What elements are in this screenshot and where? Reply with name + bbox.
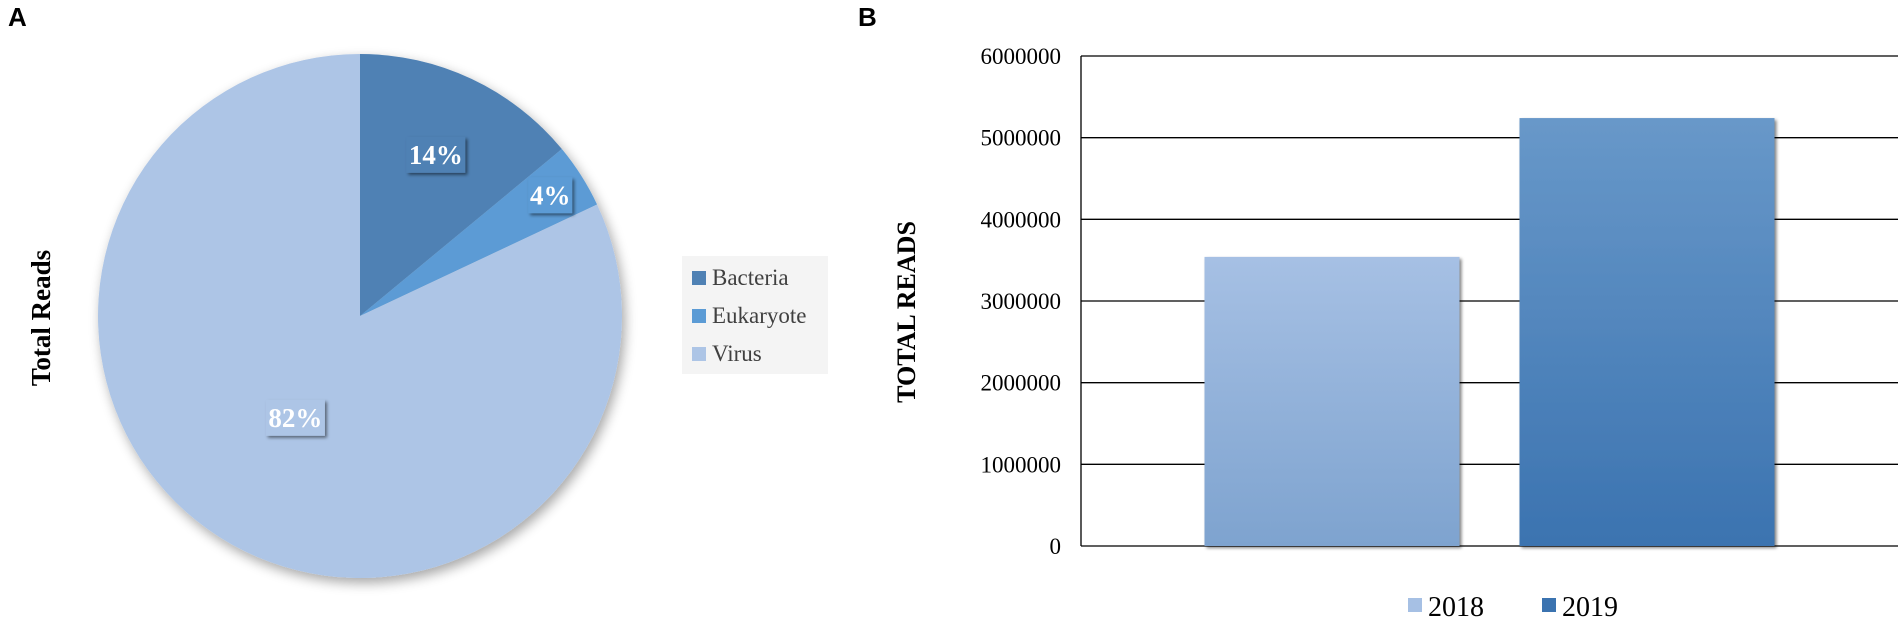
pie-legend-label-bacteria: Bacteria: [712, 265, 789, 290]
bar-legend-swatch-2018: [1408, 598, 1422, 612]
panel-label-b: B: [858, 2, 877, 32]
pie-legend-swatch-bacteria: [692, 271, 706, 285]
svg-text:14%: 14%: [409, 140, 463, 170]
pie-slice-bacteria: [360, 54, 562, 316]
bar-y-ticks: 0 1000000 2000000 3000000 4000000 5000000 6000…: [981, 44, 1062, 559]
pie-data-label-virus: 82%: [265, 399, 325, 436]
bar-y-tick-label: 0: [1050, 534, 1062, 559]
pie-legend-box: [682, 256, 828, 374]
pie-slices: [98, 54, 623, 578]
bar-legend-label-2018: 2018: [1428, 592, 1484, 623]
pie-slice-virus: [98, 54, 623, 578]
bar-y-tick-label: 6000000: [981, 44, 1062, 69]
bar-y-tick-label: 5000000: [981, 126, 1062, 151]
pie-chart: 14% 4% 82%: [98, 54, 623, 578]
bar-y-tick-label: 2000000: [981, 371, 1062, 396]
svg-text:4%: 4%: [530, 180, 571, 210]
bar-y-axis-label: TOTAL READS: [892, 221, 921, 403]
pie-legend-label-eukaryote: Eukaryote: [712, 303, 807, 328]
pie-legend-swatch-eukaryote: [692, 309, 706, 323]
bar-chart: [1204, 118, 1775, 547]
bar-2019: [1519, 118, 1775, 547]
bar-y-tick-label: 1000000: [981, 452, 1062, 477]
pie-legend-swatch-virus: [692, 347, 706, 361]
bar-legend-swatch-2019: [1542, 598, 1556, 612]
pie-data-label-bacteria: 14%: [406, 136, 466, 173]
bar-y-tick-label: 3000000: [981, 289, 1062, 314]
bar-legend: 2018 2019: [1408, 592, 1618, 623]
bar-gridlines: [1080, 55, 1898, 547]
bar-y-tick-label: 4000000: [981, 207, 1062, 232]
bar-2018: [1204, 256, 1460, 546]
pie-y-axis-label: Total Reads: [26, 250, 56, 386]
bar-legend-label-2019: 2019: [1562, 592, 1618, 623]
pie-legend-label-virus: Virus: [712, 341, 762, 366]
panel-label-a: A: [8, 2, 27, 32]
svg-text:82%: 82%: [268, 403, 322, 433]
pie-legend: Bacteria Eukaryote Virus: [682, 256, 828, 374]
pie-data-label-eukaryote: 4%: [528, 177, 573, 214]
